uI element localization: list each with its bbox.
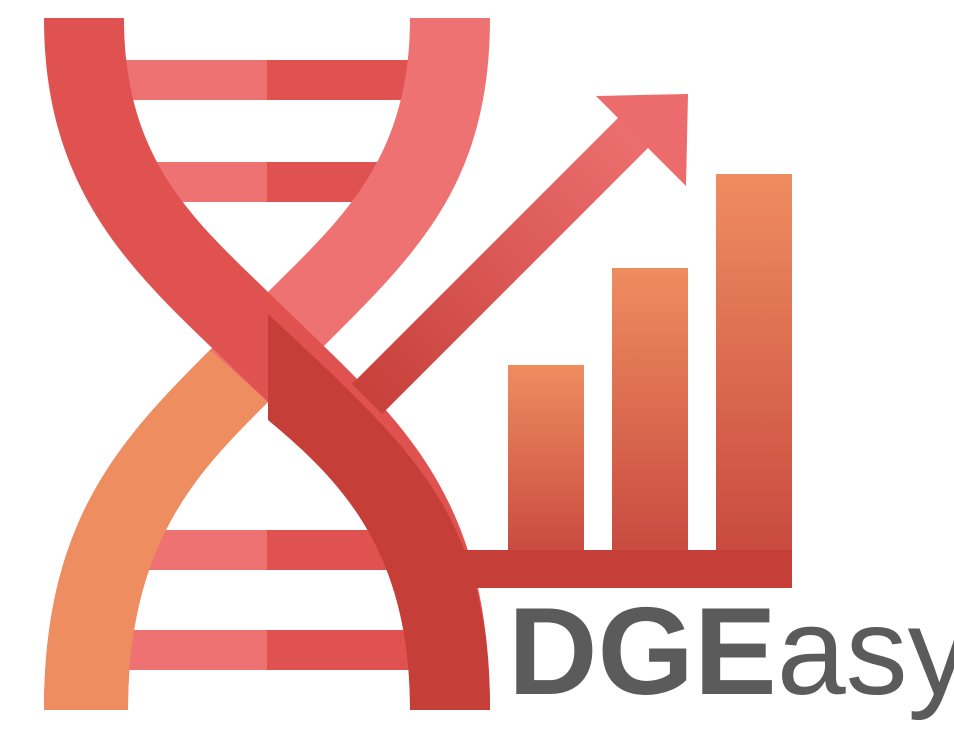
arrow-shaft bbox=[352, 114, 652, 414]
dna-rung-4-right bbox=[267, 630, 411, 670]
wordmark-bold: DGE bbox=[508, 583, 777, 721]
dna-rung-1-right bbox=[267, 60, 410, 100]
arrow-head bbox=[596, 94, 688, 186]
dna-rung-4-left bbox=[126, 630, 267, 670]
chart-baseline bbox=[462, 550, 792, 588]
bar-1 bbox=[508, 365, 584, 553]
dna-rung-3-right bbox=[267, 530, 387, 570]
dna-rungs bbox=[122, 60, 411, 670]
bar-chart bbox=[462, 174, 792, 588]
bar-2 bbox=[612, 268, 688, 553]
logo-wordmark: DGEasy bbox=[508, 582, 954, 722]
growth-arrow bbox=[352, 94, 688, 414]
dna-rung-1-left bbox=[122, 60, 267, 100]
dna-strand-back-lower bbox=[44, 350, 268, 710]
dna-strand-front-lower bbox=[268, 314, 490, 710]
dna-rung-3-left bbox=[148, 530, 267, 570]
bar-3 bbox=[716, 174, 792, 553]
wordmark-light: asy bbox=[776, 583, 954, 721]
